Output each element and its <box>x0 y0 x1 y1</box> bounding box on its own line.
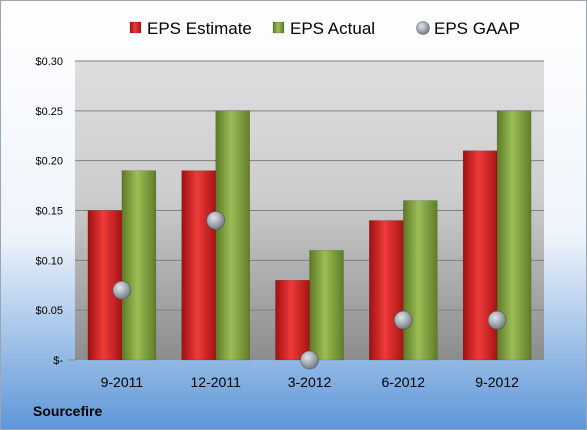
bar-eps-estimate-6-2012 <box>369 220 404 361</box>
bar-eps-actual-3-2012 <box>309 250 344 361</box>
y-tick-label: $0.25 <box>35 106 63 118</box>
y-axis-ticks: $- $0.05 $0.10 $0.15 $0.20 $0.25 $0.30 <box>35 56 75 367</box>
y-tick-label: $- <box>53 355 63 367</box>
legend-label: EPS Estimate <box>147 19 252 38</box>
marker-eps-gaap-6-2012 <box>393 310 413 330</box>
y-tick-label: $0.30 <box>35 56 63 68</box>
bar-eps-actual-9-2011 <box>121 170 157 361</box>
bars <box>87 110 532 361</box>
bar-eps-estimate-9-2012 <box>462 150 498 361</box>
legend-swatch-eps-actual <box>272 21 285 34</box>
source-label: Sourcefire <box>33 403 102 419</box>
x-tick-label: 3-2012 <box>288 374 332 390</box>
x-tick-label: 12-2011 <box>191 374 242 390</box>
x-tick-label: 9-2011 <box>101 374 144 390</box>
x-axis-labels: 9-2011 12-2011 3-2012 6-2012 9-2012 <box>101 374 519 390</box>
x-tick-label: 9-2012 <box>475 374 519 390</box>
marker-eps-gaap-3-2012 <box>300 350 319 370</box>
bar-eps-actual-12-2011 <box>215 110 250 361</box>
bar-eps-actual-6-2012 <box>403 200 438 361</box>
y-tick-label: $0.20 <box>35 156 63 168</box>
legend-label: EPS GAAP <box>434 19 520 38</box>
bar-eps-estimate-3-2012 <box>275 280 310 361</box>
legend-swatch-eps-estimate <box>129 21 142 34</box>
bar-eps-estimate-12-2011 <box>181 170 216 361</box>
y-tick-label: $0.10 <box>35 255 63 267</box>
marker-eps-gaap-9-2011 <box>112 280 132 300</box>
legend-swatch-eps-gaap <box>416 21 430 35</box>
y-tick-label: $0.15 <box>35 206 63 218</box>
marker-eps-gaap-12-2011 <box>206 211 226 230</box>
x-tick-label: 6-2012 <box>382 374 426 390</box>
legend-label: EPS Actual <box>290 19 375 38</box>
marker-eps-gaap-9-2012 <box>487 310 507 330</box>
y-tick-label: $0.05 <box>35 305 63 317</box>
legend: EPS Estimate EPS Actual EPS GAAP <box>129 19 520 38</box>
gaap-markers <box>112 211 507 370</box>
